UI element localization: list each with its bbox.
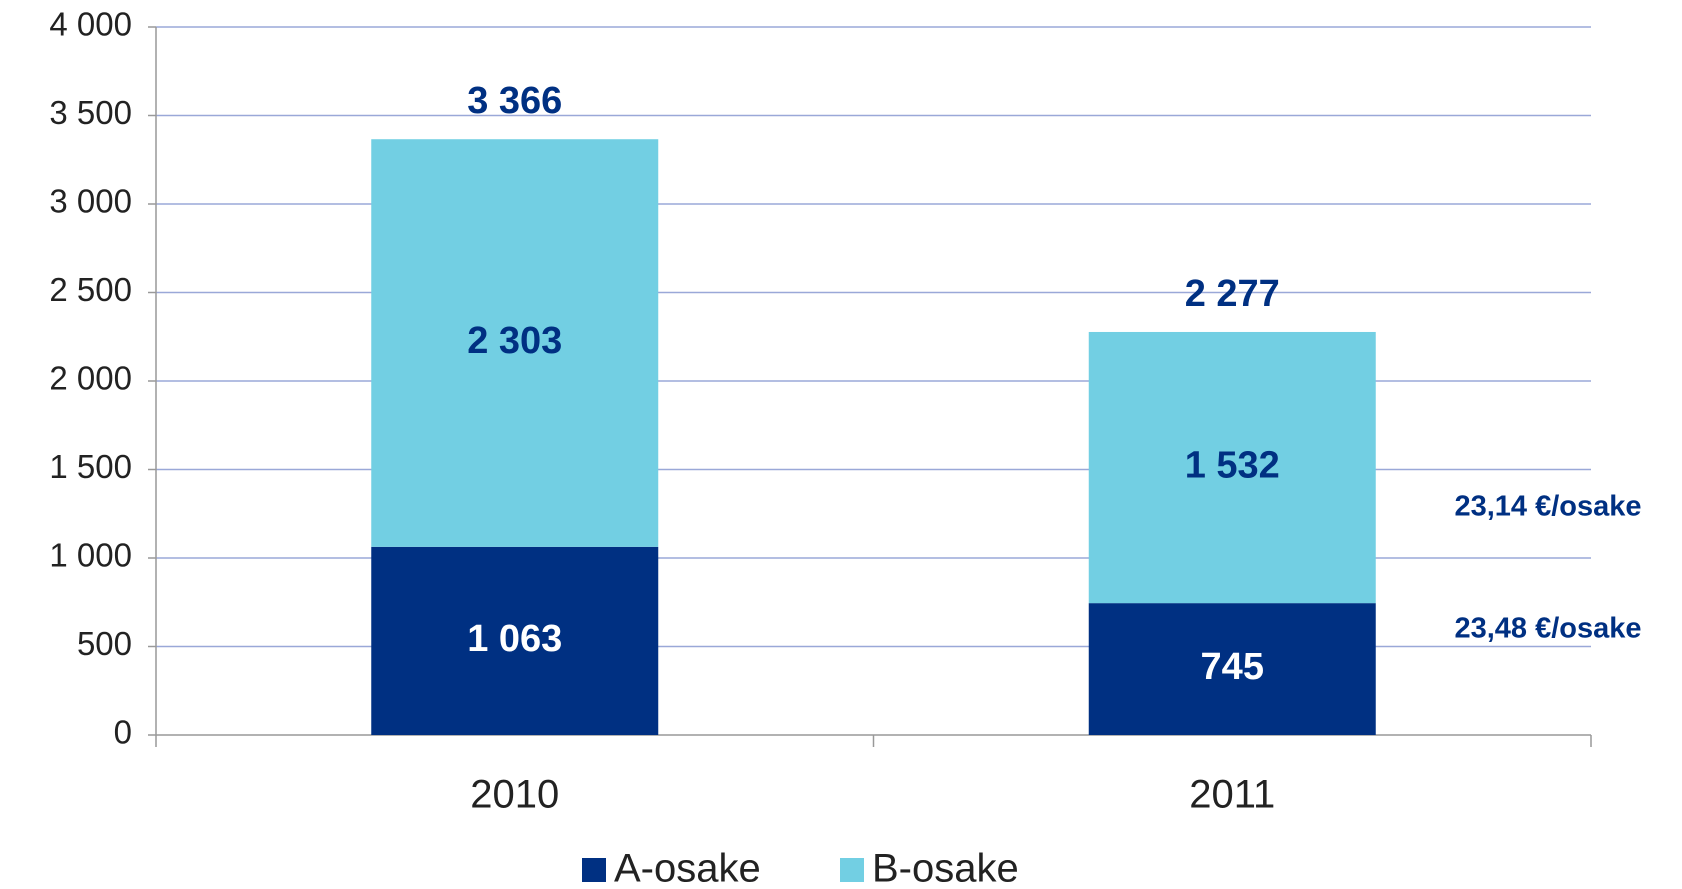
value-label: 745 bbox=[1201, 646, 1264, 688]
y-tick-label: 2 500 bbox=[49, 271, 132, 308]
legend-swatch bbox=[840, 858, 864, 882]
y-tick-label: 1 000 bbox=[49, 537, 132, 574]
legend-swatch bbox=[582, 858, 606, 882]
annotation: 23,48 €/osake bbox=[1454, 613, 1641, 645]
legend-label: B-osake bbox=[872, 847, 1019, 889]
y-tick-label: 4 000 bbox=[49, 6, 132, 43]
bar-segment bbox=[1088, 603, 1376, 735]
total-label: 3 366 bbox=[467, 80, 562, 122]
y-tick-label: 3 000 bbox=[49, 183, 132, 220]
y-tick-label: 3 500 bbox=[49, 94, 132, 131]
y-tick-label: 1 500 bbox=[49, 448, 132, 485]
value-label: 1 532 bbox=[1185, 445, 1280, 487]
annotation: 23,14 €/osake bbox=[1454, 491, 1641, 523]
bar-segment bbox=[1088, 331, 1376, 604]
y-tick-label: 500 bbox=[77, 625, 132, 662]
y-tick-label: 2 000 bbox=[49, 360, 132, 397]
value-label: 1 063 bbox=[467, 618, 562, 660]
value-label: 2 303 bbox=[467, 320, 562, 362]
x-tick-label: 2010 bbox=[470, 773, 559, 817]
bar-segment bbox=[371, 546, 659, 735]
legend-label: A-osake bbox=[614, 847, 761, 889]
bar-segment bbox=[371, 139, 659, 547]
y-tick-label: 0 bbox=[114, 714, 132, 751]
total-label: 2 277 bbox=[1185, 273, 1280, 315]
x-tick-label: 2011 bbox=[1189, 773, 1275, 817]
